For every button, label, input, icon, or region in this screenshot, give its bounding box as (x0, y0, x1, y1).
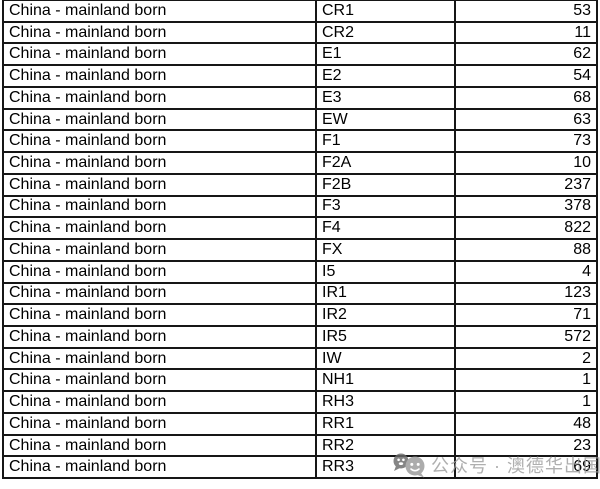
table-cell-country: China - mainland born (2, 433, 317, 458)
table-cell-visa-class: RR3 (315, 455, 456, 480)
table-cell-country: China - mainland born (2, 129, 317, 154)
table-row: China - mainland born CR2 11 (2, 20, 598, 45)
table-cell-country: China - mainland born (2, 107, 317, 132)
table-cell-country: China - mainland born (2, 216, 317, 241)
table-cell-country: China - mainland born (2, 259, 317, 284)
table-cell-count: 572 (454, 325, 598, 349)
table-body: China - mainland born CR1 53 China - mainla… (2, 0, 598, 480)
table-cell-country: China - mainland born (2, 0, 317, 23)
table-cell-visa-class: F2A (315, 151, 456, 175)
table-cell-visa-class: F4 (315, 216, 456, 241)
table-cell-count: 23 (454, 433, 598, 458)
table-cell-visa-class: F3 (315, 194, 456, 219)
table-cell-country: China - mainland born (2, 151, 317, 175)
table-row: China - mainland born F4 822 (2, 216, 598, 241)
table-row: China - mainland born IR1 123 (2, 281, 598, 306)
table-cell-visa-class: IR2 (315, 303, 456, 328)
table-cell-country: China - mainland born (2, 194, 317, 219)
table-cell-visa-class: FX (315, 238, 456, 262)
table-cell-country: China - mainland born (2, 64, 317, 88)
table-row: China - mainland born EW 63 (2, 107, 598, 132)
table-row: China - mainland born RR2 23 (2, 433, 598, 458)
table-cell-visa-class: F2B (315, 172, 456, 197)
table-row: China - mainland born E3 68 (2, 85, 598, 110)
table-cell-count: 1 (454, 368, 598, 393)
table-row: China - mainland born IR2 71 (2, 303, 598, 328)
table-cell-country: China - mainland born (2, 390, 317, 414)
table-cell-country: China - mainland born (2, 238, 317, 262)
table-row: China - mainland born E1 62 (2, 42, 598, 67)
table-cell-count: 63 (454, 107, 598, 132)
table-cell-count: 54 (454, 64, 598, 88)
table-cell-count: 68 (454, 85, 598, 110)
table-cell-country: China - mainland born (2, 368, 317, 393)
table-cell-count: 62 (454, 42, 598, 67)
table-cell-count: 4 (454, 259, 598, 284)
table-cell-visa-class: I5 (315, 259, 456, 284)
table-cell-count: 1 (454, 390, 598, 414)
table-cell-count: 10 (454, 151, 598, 175)
table-cell-count: 53 (454, 0, 598, 23)
table-cell-visa-class: RR2 (315, 433, 456, 458)
table-row: China - mainland born E2 54 (2, 64, 598, 88)
table-cell-country: China - mainland born (2, 411, 317, 436)
table-cell-count: 237 (454, 172, 598, 197)
table-cell-count: 88 (454, 238, 598, 262)
table-cell-visa-class: E2 (315, 64, 456, 88)
table-cell-visa-class: EW (315, 107, 456, 132)
table-cell-country: China - mainland born (2, 455, 317, 480)
table-row: China - mainland born NH1 1 (2, 368, 598, 393)
table-cell-visa-class: IW (315, 346, 456, 371)
table-cell-count: 822 (454, 216, 598, 241)
table-cell-country: China - mainland born (2, 42, 317, 67)
table-cell-country: China - mainland born (2, 85, 317, 110)
table-row: China - mainland born RH3 1 (2, 390, 598, 414)
table-cell-country: China - mainland born (2, 281, 317, 306)
table-cell-visa-class: NH1 (315, 368, 456, 393)
table-cell-country: China - mainland born (2, 303, 317, 328)
table-cell-visa-class: E3 (315, 85, 456, 110)
table-cell-visa-class: IR1 (315, 281, 456, 306)
table-cell-count: 378 (454, 194, 598, 219)
table-cell-count: 69 (454, 455, 598, 480)
table-row: China - mainland born F2B 237 (2, 172, 598, 197)
table-cell-country: China - mainland born (2, 346, 317, 371)
table-cell-count: 123 (454, 281, 598, 306)
table-cell-count: 71 (454, 303, 598, 328)
table-row: China - mainland born F3 378 (2, 194, 598, 219)
table-cell-visa-class: CR2 (315, 20, 456, 45)
table-row: China - mainland born F2A 10 (2, 151, 598, 175)
table-cell-count: 2 (454, 346, 598, 371)
table-cell-visa-class: RR1 (315, 411, 456, 436)
table-cell-country: China - mainland born (2, 20, 317, 45)
table-row: China - mainland born IW 2 (2, 346, 598, 371)
table-row: China - mainland born RR1 48 (2, 411, 598, 436)
table-row: China - mainland born FX 88 (2, 238, 598, 262)
table-cell-country: China - mainland born (2, 325, 317, 349)
table-cell-visa-class: IR5 (315, 325, 456, 349)
table-cell-visa-class: E1 (315, 42, 456, 67)
table-row: China - mainland born I5 4 (2, 259, 598, 284)
table-cell-visa-class: CR1 (315, 0, 456, 23)
table-row: China - mainland born IR5 572 (2, 325, 598, 349)
table-cell-count: 11 (454, 20, 598, 45)
table-cell-visa-class: F1 (315, 129, 456, 154)
table-cell-country: China - mainland born (2, 172, 317, 197)
table-row: China - mainland born F1 73 (2, 129, 598, 154)
visa-statistics-table: China - mainland born CR1 53 China - mainla… (2, 0, 598, 480)
table-cell-count: 73 (454, 129, 598, 154)
table-row: China - mainland born CR1 53 (2, 0, 598, 23)
table-row: China - mainland born RR3 69 (2, 455, 598, 480)
table-cell-count: 48 (454, 411, 598, 436)
table-cell-visa-class: RH3 (315, 390, 456, 414)
